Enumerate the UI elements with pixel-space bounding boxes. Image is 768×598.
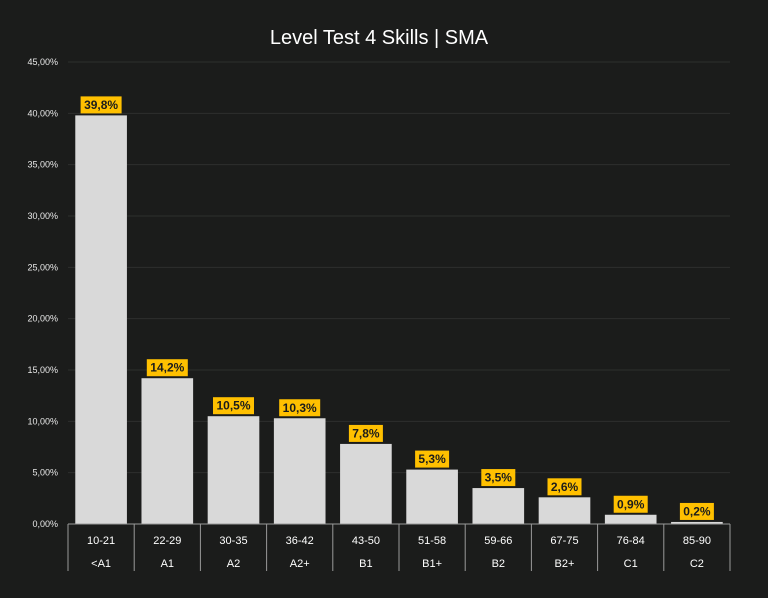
x-level-label: B2: [492, 558, 505, 570]
x-tick-label: 36-42: [286, 535, 314, 547]
data-label: 14,2%: [150, 361, 184, 375]
chart-title: Level Test 4 Skills | SMA: [270, 27, 489, 49]
data-label-badge: [613, 495, 648, 513]
bar: [340, 443, 392, 524]
y-tick-label: 0,00%: [32, 519, 58, 529]
bar: [75, 115, 127, 525]
x-tick-label: 51-58: [418, 535, 446, 547]
bars: [75, 115, 723, 525]
data-labels: 39,8% 14,2% 10,5% 10,3% 7,8% 5,3% 3,5% 2,6% 0,9%…: [80, 96, 714, 520]
bar: [472, 488, 525, 524]
data-label-badge: [213, 397, 254, 415]
x-axis-table: 10-21 <A1 22-29 A1 30-35 A2 36-42 A2+ 43-50 B1 51-…: [67, 523, 731, 571]
bar: [207, 416, 260, 524]
x-level-label: C1: [624, 558, 638, 570]
y-tick-label: 35,00%: [27, 160, 58, 170]
data-label: 10,3%: [283, 401, 317, 415]
bar: [273, 418, 326, 524]
x-level-label: <A1: [91, 558, 111, 570]
data-label: 7,8%: [352, 426, 380, 440]
data-label-badge: [547, 478, 582, 496]
y-tick-label: 25,00%: [27, 262, 58, 272]
x-tick-label: 10-21: [87, 535, 115, 547]
bar: [141, 378, 194, 524]
x-tick-label: 22-29: [153, 535, 181, 547]
data-label-badge: [80, 96, 122, 114]
y-tick-label: 30,00%: [27, 211, 58, 221]
x-tick-label: 76-84: [617, 535, 645, 547]
data-label-badge: [679, 502, 714, 520]
data-label: 5,3%: [418, 452, 446, 466]
y-axis-ticks: 0,00% 5,00% 10,00% 15,00% 20,00% 25,00% 30,00%…: [27, 57, 58, 529]
bar: [538, 497, 591, 524]
x-level-label: B1+: [422, 558, 442, 570]
bar: [671, 521, 723, 524]
x-level-label: B2+: [555, 558, 575, 570]
data-label: 10,5%: [216, 399, 250, 413]
data-label-badge: [348, 424, 383, 442]
x-tick-label: 85-90: [683, 535, 711, 547]
x-level-label: A1: [161, 558, 174, 570]
x-tick-label: 67-75: [550, 535, 578, 547]
bar: [604, 514, 657, 524]
y-tick-label: 10,00%: [27, 416, 58, 426]
data-label: 3,5%: [485, 471, 513, 485]
x-level-label: C2: [690, 558, 704, 570]
x-level-label: A2: [227, 558, 240, 570]
data-label: 2,6%: [551, 480, 579, 494]
x-level-label: A2+: [290, 558, 310, 570]
x-level-label: B1: [359, 558, 372, 570]
y-tick-label: 45,00%: [27, 57, 58, 67]
x-tick-label: 59-66: [484, 535, 512, 547]
y-tick-label: 40,00%: [27, 108, 58, 118]
y-tick-label: 15,00%: [27, 365, 58, 375]
y-tick-label: 5,00%: [32, 468, 58, 478]
y-tick-label: 20,00%: [27, 314, 58, 324]
data-label: 0,9%: [617, 497, 645, 511]
data-label-badge: [415, 450, 450, 468]
data-label-badge: [481, 469, 516, 487]
bar: [406, 469, 458, 524]
x-tick-label: 30-35: [219, 535, 247, 547]
x-tick-label: 43-50: [352, 535, 380, 547]
data-label-badge: [279, 399, 321, 417]
data-label: 0,2%: [683, 504, 711, 518]
data-label: 39,8%: [84, 98, 118, 112]
data-label-badge: [146, 359, 188, 377]
